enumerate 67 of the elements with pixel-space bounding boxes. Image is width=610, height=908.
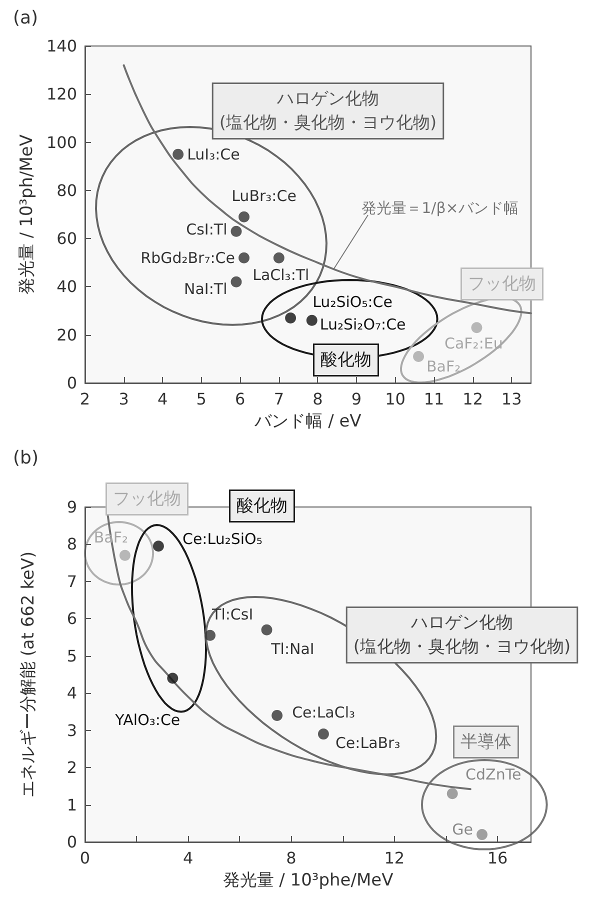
x-axis-title: 発光量 / 10³phe/MeV bbox=[222, 870, 394, 890]
annotation: BaF₂ bbox=[426, 358, 461, 376]
annotation: RbGd₂Br₇:Ce bbox=[140, 248, 236, 267]
annotation: Ce:LaCl₃ bbox=[292, 703, 356, 722]
annotation: Lu₂SiO₅:Ce bbox=[312, 293, 392, 312]
y-tick-label: 6 bbox=[66, 609, 77, 628]
y-tick-label: 2 bbox=[66, 758, 77, 778]
annotation: 発光量＝1/β×バンド幅 bbox=[362, 199, 518, 217]
x-tick-label: 3 bbox=[118, 390, 129, 408]
x-tick-label: 10 bbox=[385, 390, 406, 408]
annotation: ハロゲン化物 (塩化物・臭化物・ヨウ化物) bbox=[219, 89, 437, 133]
y-tick-label: 7 bbox=[66, 572, 77, 591]
annotation: 酸化物 bbox=[236, 496, 288, 516]
x-tick-label: 12 bbox=[462, 390, 484, 408]
y-axis-title: 発光量 / 10³ph/MeV bbox=[17, 134, 38, 295]
y-tick-label: 0 bbox=[66, 832, 77, 852]
annotation: Tl:NaI bbox=[270, 640, 314, 658]
annotation: NaI:Tl bbox=[184, 280, 228, 298]
x-tick-label: 7 bbox=[274, 390, 284, 408]
x-tick-label: 2 bbox=[80, 390, 90, 408]
annotation: 酸化物 bbox=[320, 350, 372, 370]
annotation: 半導体 bbox=[460, 732, 512, 752]
x-tick-label: 5 bbox=[196, 390, 206, 408]
y-tick-label: 3 bbox=[66, 720, 77, 740]
annotation: Ce:Lu₂SiO₅ bbox=[182, 530, 262, 548]
y-tick-label: 60 bbox=[56, 229, 77, 248]
y-tick-label: 80 bbox=[56, 180, 77, 200]
annotation: LuI₃:Ce bbox=[187, 145, 240, 164]
x-tick-label: 16 bbox=[487, 848, 508, 868]
annotation: CdZnTe bbox=[466, 766, 522, 784]
y-tick-label: 40 bbox=[56, 277, 77, 296]
annotation: Lu₂Si₂O₇:Ce bbox=[320, 315, 406, 334]
x-tick-label: 9 bbox=[351, 390, 362, 408]
y-tick-label: 120 bbox=[46, 84, 77, 104]
y-tick-label: 5 bbox=[66, 646, 77, 666]
annotation: Ge bbox=[452, 820, 474, 839]
annotation: フッ化物 bbox=[113, 489, 181, 509]
annotation: CaF₂:Eu bbox=[444, 334, 503, 353]
annotation: LuBr₃:Ce bbox=[232, 186, 296, 205]
chart-title: (a) bbox=[13, 8, 38, 28]
y-tick-label: 140 bbox=[46, 36, 77, 56]
x-tick-label: 12 bbox=[384, 848, 405, 868]
annotation: LaCl₃:Tl bbox=[252, 266, 310, 284]
y-tick-label: 100 bbox=[46, 132, 77, 152]
y-tick-label: 4 bbox=[66, 684, 77, 703]
x-tick-label: 4 bbox=[157, 390, 168, 408]
y-tick-label: 0 bbox=[66, 374, 77, 392]
x-axis-title: バンド幅 / eV bbox=[254, 412, 362, 432]
annotation: Ce:LaBr₃ bbox=[335, 734, 400, 752]
x-tick-label: 6 bbox=[235, 390, 246, 408]
x-tick-label: 4 bbox=[183, 848, 194, 868]
x-tick-label: 8 bbox=[312, 390, 323, 408]
x-tick-label: 13 bbox=[501, 390, 522, 408]
annotation: フッ化物 bbox=[468, 274, 536, 294]
y-axis-title: エネルギー分解能 (at 662 keV) bbox=[18, 551, 38, 798]
x-tick-label: 0 bbox=[80, 848, 90, 868]
annotation: Tl:CsI bbox=[211, 605, 254, 624]
x-tick-label: 11 bbox=[424, 390, 444, 408]
y-tick-label: 8 bbox=[66, 534, 77, 554]
y-tick-label: 9 bbox=[66, 498, 77, 516]
chart-title: (b) bbox=[13, 448, 38, 468]
annotation: YAlO₃:Ce bbox=[114, 711, 180, 730]
annotation: ハロゲン化物 (塩化物・臭化物・ヨウ化物) bbox=[353, 613, 571, 657]
y-tick-label: 1 bbox=[66, 795, 77, 814]
annotation: CsI:Tl bbox=[186, 220, 228, 238]
y-tick-label: 20 bbox=[56, 325, 77, 344]
x-tick-label: 8 bbox=[286, 848, 296, 868]
